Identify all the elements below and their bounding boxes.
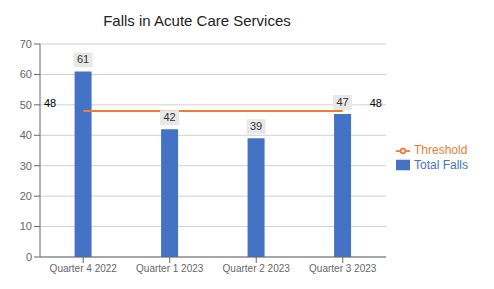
svg-text:Quarter 3 2023: Quarter 3 2023: [309, 263, 377, 274]
svg-text:Quarter 1 2023: Quarter 1 2023: [136, 263, 204, 274]
svg-text:61: 61: [77, 53, 89, 65]
svg-text:70: 70: [20, 38, 32, 50]
svg-text:39: 39: [250, 120, 262, 132]
svg-text:42: 42: [163, 111, 175, 123]
html-text:Threshold: Threshold: [414, 142, 468, 157]
html-text:Total Falls: Total Falls: [414, 157, 468, 172]
svg-text:60: 60: [20, 68, 32, 80]
svg-text:Quarter 2 2023: Quarter 2 2023: [223, 263, 291, 274]
svg-text:40: 40: [20, 129, 32, 141]
svg-text:48: 48: [370, 97, 382, 109]
svg-text:50: 50: [20, 99, 32, 111]
svg-text:10: 10: [20, 220, 32, 232]
svg-text:30: 30: [20, 160, 32, 172]
html-text:Falls in Acute Care Services: Falls in Acute Care Services: [103, 12, 291, 29]
svg-text:20: 20: [20, 190, 32, 202]
svg-text:47: 47: [336, 96, 348, 108]
svg-text:48: 48: [44, 97, 56, 109]
svg-text:Quarter 4 2022: Quarter 4 2022: [50, 263, 118, 274]
svg-text:0: 0: [26, 251, 32, 263]
